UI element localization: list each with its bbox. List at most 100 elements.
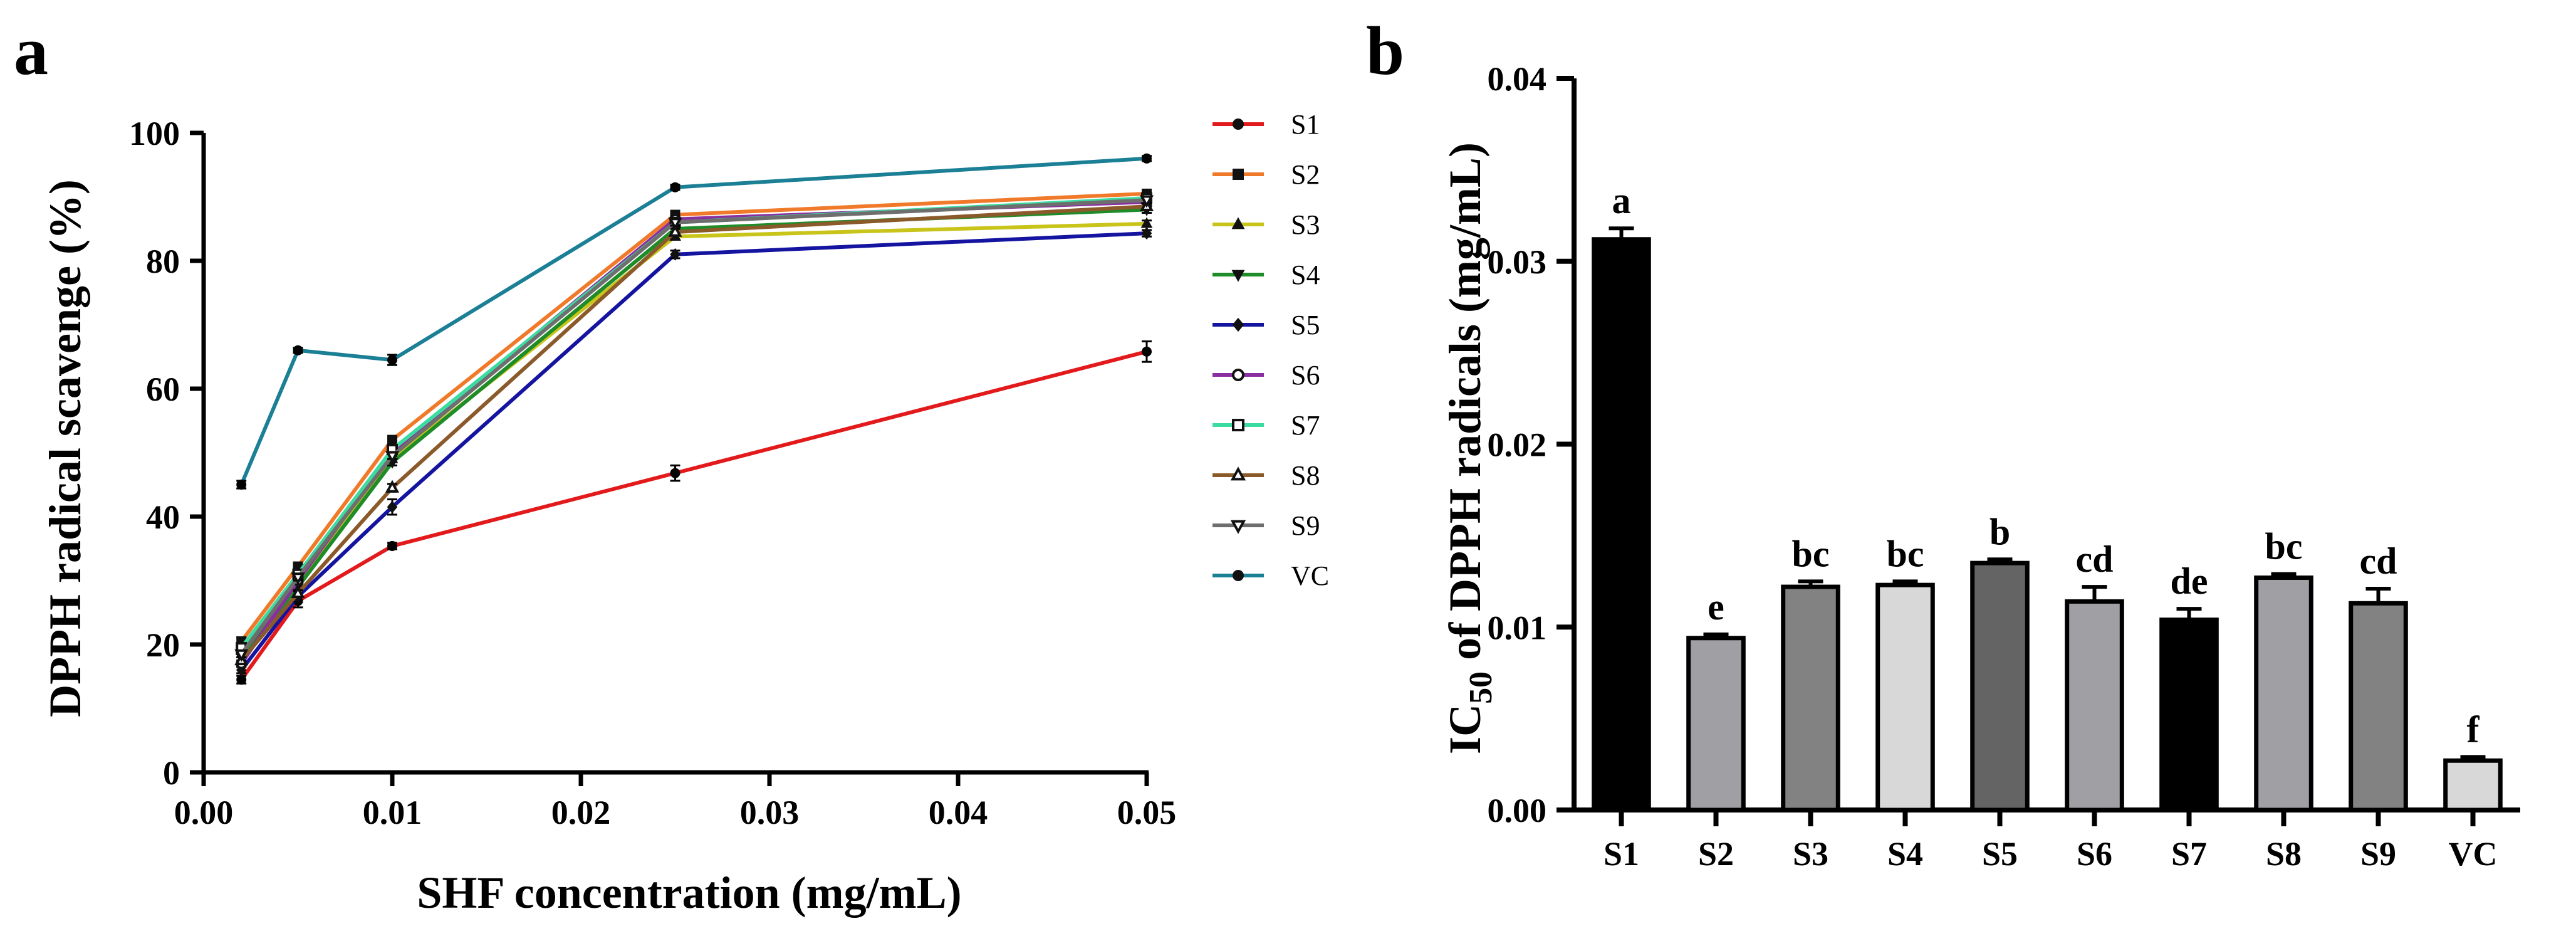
series-s5-point (387, 500, 398, 513)
panel-a-x-tick-label: 0.03 (740, 794, 800, 831)
panel-b-category-label: S9 (2360, 835, 2396, 873)
bar-s4 (1875, 582, 1935, 812)
legend-label-s9: S9 (1291, 510, 1320, 541)
bar-group-vc: f VC (2443, 708, 2503, 873)
panel-b-category-label: S6 (2077, 835, 2112, 873)
series-s8-point (385, 480, 400, 493)
panel-b-y-axis-title-subscript: 50 (1463, 671, 1499, 704)
panel-b-category-label: S4 (1887, 835, 1923, 873)
panel-a-line-chart: a 0 20 40 60 80 100 0.00 0.01 0.02 0.03 0.04 0.05 S… (14, 13, 1329, 918)
bar-group-s6: cd S6 (2065, 539, 2124, 873)
series-s1 (236, 340, 1152, 685)
bar-group-s8: bc S8 (2254, 526, 2313, 873)
panel-a-label: a (14, 13, 48, 89)
bar-group-s5: b S5 (1970, 511, 2030, 873)
panel-b-label: b (1366, 13, 1404, 89)
panel-a-y-tick-label: 20 (146, 626, 180, 664)
bar-s4-significance-label: bc (1887, 533, 1924, 574)
legend-item-s3: S3 (1212, 209, 1320, 240)
panel-b-category-label: S5 (1982, 835, 2018, 873)
legend-item-s1: S1 (1212, 109, 1320, 140)
legend-marker-s7 (1232, 419, 1244, 431)
panel-a-y-tick-label: 80 (146, 243, 180, 280)
legend-label-s8: S8 (1291, 460, 1320, 491)
panel-b-y-axis-title-prefix: IC (1440, 704, 1490, 754)
series-s9-point (234, 649, 249, 662)
series-s5-point (670, 248, 681, 261)
series-s1-point (387, 540, 397, 551)
panel-a-x-tick-label: 0.02 (551, 794, 611, 831)
series-s8 (234, 198, 1154, 666)
series-s9-point (291, 572, 305, 586)
series-s1-point (1142, 346, 1152, 357)
panel-b-category-label: VC (2449, 835, 2498, 873)
panel-a-y-tick-label: 60 (146, 371, 180, 408)
series-vc-point (293, 345, 303, 355)
panel-b-category-label: S2 (1698, 835, 1734, 873)
series-s9-point (1139, 195, 1154, 208)
bar-s7 (2159, 618, 2219, 812)
panel-a-x-tick-label: 0.01 (363, 794, 422, 831)
panel-a-y-tick-label: 40 (146, 498, 180, 536)
legend-label-s6: S6 (1291, 360, 1320, 391)
legend-item-s9: S9 (1212, 510, 1320, 541)
panel-b-y-tick-label: 0.03 (1488, 243, 1547, 281)
panel-b-bars-group: a S1 e S2 bc S3 bc S4 b S5 cd S6 de S7 bc S8 cd S9 f VC (1592, 180, 2503, 873)
legend-label-s4: S4 (1291, 260, 1320, 290)
bar-group-s4: bc S4 (1875, 533, 1935, 873)
bar-s8 (2254, 575, 2313, 812)
bar-s9 (2349, 601, 2408, 812)
legend-label-s1: S1 (1291, 109, 1320, 140)
series-vc-point (236, 480, 247, 490)
bar-s2-significance-label: e (1708, 586, 1724, 628)
series-s2-point (387, 434, 397, 445)
legend-item-s8: S8 (1212, 460, 1320, 491)
legend-marker-s4 (1231, 270, 1245, 282)
legend-marker-s9 (1230, 520, 1246, 534)
legend-marker-s6 (1232, 369, 1244, 381)
series-s9-point (385, 451, 400, 464)
series-s1-point (236, 675, 247, 685)
bar-vc (2443, 758, 2503, 812)
bar-s6-significance-label: cd (2076, 539, 2114, 580)
series-s1-point (670, 468, 681, 478)
panel-b-category-label: S7 (2171, 835, 2207, 873)
bar-s6 (2065, 599, 2124, 812)
bar-group-s3: bc S3 (1781, 533, 1840, 873)
legend-marker-vc (1233, 570, 1244, 581)
legend-item-s6: S6 (1212, 360, 1320, 391)
legend-item-s5: S5 (1212, 310, 1320, 340)
series-s9 (234, 195, 1154, 662)
series-vc-point (387, 355, 397, 365)
panel-b-y-axis-title-suffix: of DPPH radicals (mg/mL) (1440, 142, 1490, 671)
bar-s8-significance-label: bc (2265, 526, 2303, 567)
legend-label-vc: VC (1291, 560, 1329, 591)
panel-a-x-tick-label: 0.00 (174, 794, 234, 831)
panel-a-y-tick-label: 0 (163, 754, 180, 792)
panel-a-x-axis-title: SHF concentration (mg/mL) (417, 868, 961, 918)
bar-s5 (1970, 560, 2030, 812)
bar-s9-significance-label: cd (2360, 540, 2397, 582)
panel-a-x-tick-label: 0.05 (1117, 794, 1177, 831)
series-vc-point (670, 182, 681, 192)
legend-item-s7: S7 (1212, 410, 1320, 441)
bar-group-s7: de S7 (2159, 560, 2219, 873)
panel-a-y-axis-title: DPPH radical scavenge (%) (40, 179, 90, 717)
panel-b-y-tick-label: 0.01 (1488, 609, 1547, 646)
bar-group-s2: e S2 (1686, 586, 1746, 873)
bar-vc-significance-label: f (2467, 708, 2480, 750)
bar-group-s9: cd S9 (2349, 540, 2408, 873)
legend-item-s2: S2 (1212, 159, 1320, 190)
bar-s1 (1592, 237, 1651, 812)
panel-b-y-tick-label: 0.04 (1488, 60, 1547, 98)
bar-s2 (1686, 636, 1746, 812)
legend-item-s4: S4 (1212, 260, 1320, 290)
legend-marker-s2 (1233, 169, 1244, 180)
bar-s1-significance-label: a (1612, 180, 1631, 221)
series-s8-point (668, 224, 682, 237)
legend-marker-s8 (1230, 466, 1246, 481)
legend-marker-s1 (1233, 118, 1244, 130)
panel-a-series-group (234, 153, 1154, 685)
